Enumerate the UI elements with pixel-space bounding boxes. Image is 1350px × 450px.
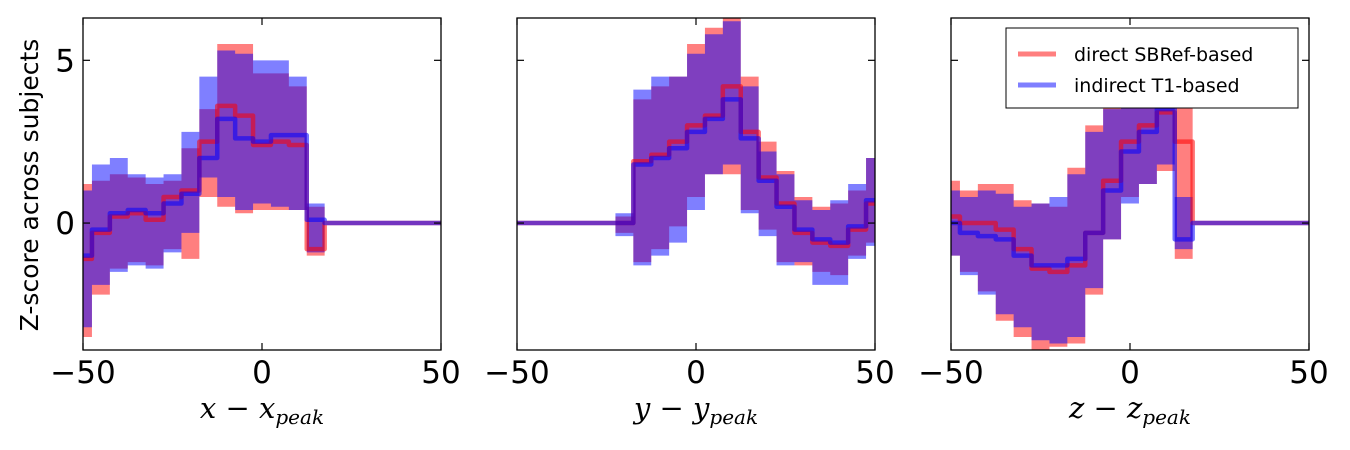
x-axis-label-x: x − xpeak xyxy=(200,391,324,429)
legend-label-0: direct SBRef-based xyxy=(1074,44,1253,66)
mean-line-y-1 xyxy=(517,97,875,245)
band-x-1 xyxy=(83,50,441,328)
plot-area-x xyxy=(83,44,441,337)
ytick-label-x-1: 0 xyxy=(55,206,75,242)
ytick-label-x-0: 5 xyxy=(55,43,75,79)
xtick-label-z-1: 0 xyxy=(1120,355,1140,391)
panel-z: −50 0 50 z − zpeak direct SBRef-based indirec… xyxy=(918,17,1329,429)
xtick-label-y-2: 50 xyxy=(855,355,894,391)
xtick-label-x-0: −50 xyxy=(50,355,115,391)
y-axis-label: Z-score across subjects xyxy=(15,39,44,332)
plot-area-z xyxy=(951,27,1309,350)
plot-area-y xyxy=(517,18,875,285)
xtick-label-y-0: −50 xyxy=(484,355,549,391)
panel-y: −50 0 50 y − ypeak xyxy=(484,17,895,429)
xtick-label-y-1: 0 xyxy=(686,355,706,391)
xtick-label-x-1: 0 xyxy=(252,355,272,391)
xtick-label-z-0: −50 xyxy=(918,355,983,391)
mean-line-z-1 xyxy=(951,106,1309,268)
xtick-label-z-2: 50 xyxy=(1289,355,1328,391)
legend: direct SBRef-based indirect T1-based xyxy=(1005,27,1299,109)
x-axis-label-y: y − ypeak xyxy=(632,391,758,429)
x-axis-label-z: z − zpeak xyxy=(1068,391,1191,429)
legend-label-1: indirect T1-based xyxy=(1074,75,1240,97)
mean-line-x-1 xyxy=(83,116,441,258)
legend-box xyxy=(1005,27,1299,109)
xtick-label-x-2: 50 xyxy=(421,355,460,391)
band-y-1 xyxy=(517,21,875,285)
